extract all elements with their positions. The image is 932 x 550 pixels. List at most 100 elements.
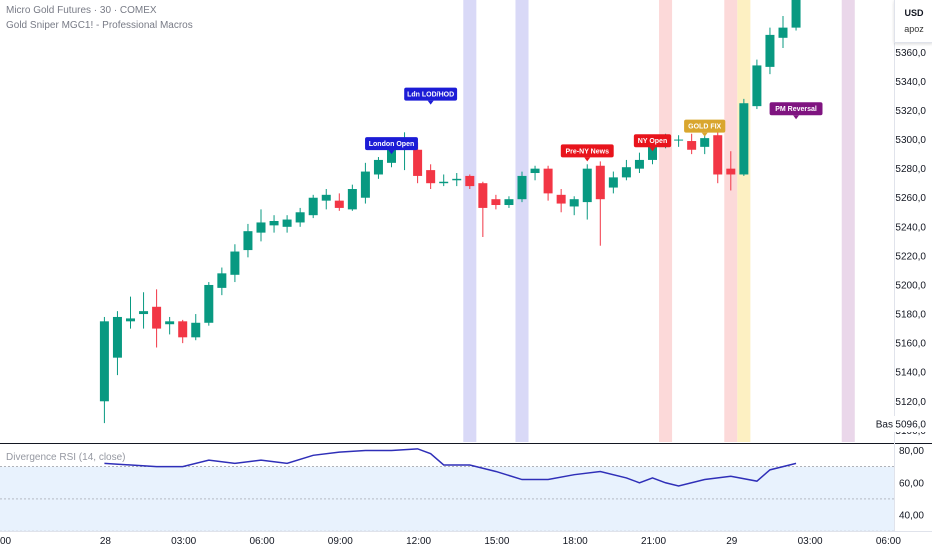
rsi-tick-label: 60,00 — [899, 478, 924, 489]
candle-body — [282, 219, 292, 227]
rsi-band-fill — [0, 466, 894, 532]
candle — [308, 194, 318, 219]
annotation-label: GOLD FIX — [688, 124, 721, 131]
price-tick-label: 5220,0 — [895, 251, 926, 262]
candle-body — [556, 194, 566, 204]
candle — [178, 319, 188, 344]
candle-body — [465, 175, 475, 187]
candle — [674, 135, 684, 147]
candle — [204, 282, 214, 326]
candle-body — [413, 149, 423, 176]
candle-body — [543, 168, 553, 194]
candle-body — [373, 159, 383, 175]
candle-body — [530, 168, 540, 174]
candle — [347, 184, 357, 211]
candle-body — [791, 0, 801, 28]
annotation-box — [404, 87, 458, 101]
annotation-label: PM Reversal — [775, 106, 817, 113]
annotation-label: Ldn LOD/HOD — [407, 92, 454, 99]
candle — [139, 292, 149, 329]
candle — [426, 164, 436, 190]
bid-price-name: Bas — [876, 420, 893, 431]
price-tick-label: 5260,0 — [895, 193, 926, 204]
candle-body — [152, 306, 162, 329]
candle-body — [452, 178, 462, 181]
indicator-subtitle: Gold Sniper MGC1! - Professional Macros — [6, 20, 193, 31]
annotation-marker: NY Open — [633, 134, 672, 152]
candle — [282, 215, 292, 233]
candle-body — [230, 251, 240, 275]
annotation-label: Pre-NY News — [566, 148, 610, 155]
session-band — [515, 0, 529, 442]
session-band — [463, 0, 477, 442]
candle — [295, 207, 305, 227]
candle-body — [674, 139, 684, 141]
time-tick-label: 06:00 — [249, 536, 274, 547]
candle-body — [700, 138, 710, 147]
annotation-box — [769, 102, 823, 116]
time-tick-label: 12:00 — [406, 536, 431, 547]
time-tick-label: 00 — [0, 536, 12, 547]
candle-body — [739, 103, 749, 175]
candle — [634, 152, 644, 174]
session-band — [737, 0, 751, 442]
candle — [165, 316, 175, 335]
time-tick-label: 15:00 — [484, 536, 509, 547]
session-band — [841, 0, 855, 442]
candle-body — [765, 34, 775, 67]
candle-body — [517, 175, 527, 200]
candle-body — [778, 27, 788, 38]
annotation-box — [560, 144, 614, 158]
candle — [243, 223, 253, 258]
price-tick-label: 5300,0 — [895, 135, 926, 146]
candle-body — [243, 231, 253, 251]
price-tick-label: 5360,0 — [895, 48, 926, 59]
candle — [530, 165, 540, 181]
candle-body — [491, 199, 501, 206]
candle-body — [112, 316, 122, 358]
candle — [439, 174, 449, 187]
candle — [608, 171, 618, 194]
candle-body — [139, 311, 149, 315]
candle — [791, 0, 801, 31]
candle-body — [217, 273, 227, 288]
annotation-box — [633, 134, 672, 148]
candle — [321, 189, 331, 210]
price-tick-label: 5240,0 — [895, 222, 926, 233]
candle-body — [504, 199, 514, 206]
rsi-tick-label: 80,00 — [899, 446, 924, 457]
time-tick-label: 29 — [726, 536, 738, 547]
candle-body — [204, 284, 214, 323]
annotation-box — [365, 137, 418, 151]
time-tick-label: 03:00 — [798, 536, 823, 547]
candle — [739, 98, 749, 176]
candle — [556, 189, 566, 213]
currency-selector[interactable]: USD apoz — [894, 0, 932, 43]
candle-body — [256, 222, 266, 233]
price-tick-label: 5280,0 — [895, 164, 926, 175]
candle — [413, 142, 423, 184]
candle — [478, 181, 488, 237]
candle-body — [360, 171, 370, 198]
candle — [126, 296, 135, 329]
time-tick-label: 03:00 — [171, 536, 196, 547]
annotation-box — [684, 119, 726, 133]
time-tick-label: 06:00 — [876, 536, 901, 547]
rsi-indicator-label: Divergence RSI (14, close) — [6, 452, 126, 463]
candle-body — [648, 142, 657, 160]
candle-body — [99, 321, 109, 402]
candle — [687, 133, 697, 155]
candle-body — [752, 65, 762, 107]
candle — [713, 125, 723, 184]
candle — [504, 196, 514, 208]
candle-body — [595, 165, 605, 200]
candle — [191, 314, 201, 341]
candle — [778, 15, 788, 48]
annotation-pointer — [701, 132, 708, 137]
candle-body — [569, 199, 579, 207]
annotation-marker: PM Reversal — [769, 102, 823, 120]
price-tick-label: 5140,0 — [895, 368, 926, 379]
candle — [152, 289, 162, 348]
